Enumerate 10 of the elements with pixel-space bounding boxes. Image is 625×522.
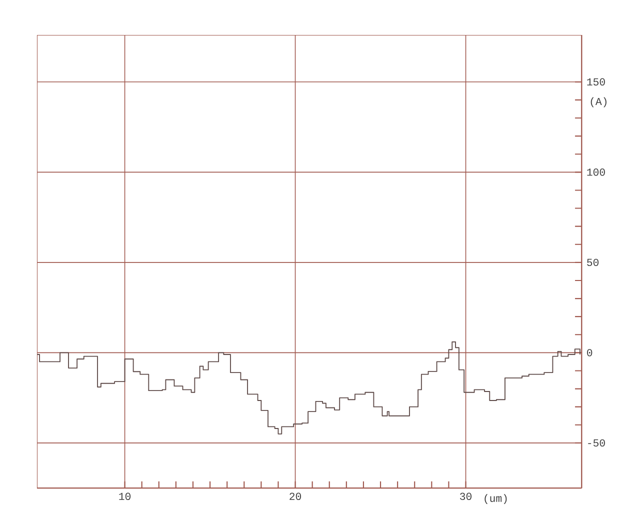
x-tick-label: 30	[460, 492, 472, 500]
y-tick-label: 0	[587, 349, 592, 356]
y-tick-label: -50	[588, 439, 605, 447]
y-tick-label: 150	[587, 78, 605, 86]
y-axis-title: (A)	[590, 97, 606, 108]
x-tick-label: 10	[119, 492, 131, 500]
x-tick-label: 20	[290, 492, 302, 500]
y-tick-label: 50	[587, 258, 599, 266]
x-axis-title: (um)	[484, 494, 507, 504]
y-tick-label: 100	[587, 168, 605, 176]
